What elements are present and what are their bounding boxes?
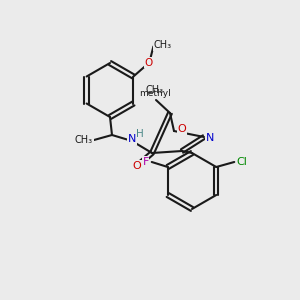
Text: methyl: methyl (139, 89, 171, 98)
Text: O: O (178, 124, 186, 134)
Text: N: N (206, 133, 214, 143)
Text: CH₃: CH₃ (75, 135, 93, 145)
Text: F: F (142, 157, 149, 167)
Text: O: O (133, 161, 141, 171)
Text: Cl: Cl (237, 157, 248, 167)
Text: CH₃: CH₃ (146, 85, 164, 95)
Text: O: O (144, 58, 152, 68)
Text: H: H (136, 129, 144, 139)
Text: CH₃: CH₃ (153, 40, 171, 50)
Text: N: N (128, 134, 136, 144)
